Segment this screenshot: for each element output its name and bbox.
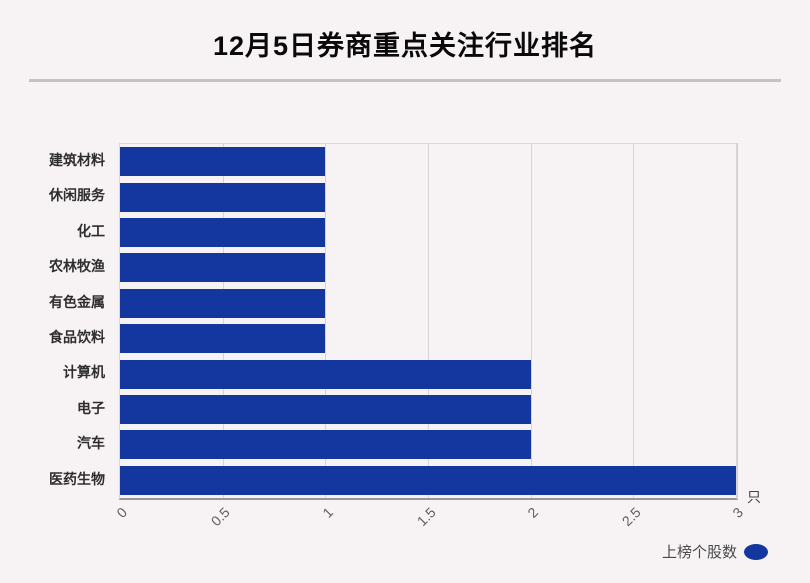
x-axis-ticks: 0 0.5 1 1.5 2 2.5 3 [113, 497, 746, 542]
bar-食品饮料 [120, 324, 326, 354]
y-axis-label: 电子 [77, 399, 105, 416]
y-axis-label: 休闲服务 [49, 187, 105, 204]
legend-marker-ellipse [744, 543, 768, 560]
x-tick-label: 2 [524, 504, 541, 521]
y-axis-label: 食品饮料 [49, 329, 105, 345]
bar-有色金属 [120, 288, 326, 318]
y-axis-label: 有色金属 [49, 293, 105, 310]
chart-title: 12月5日券商重点关注行业排名 [212, 31, 598, 61]
bar-电子 [120, 395, 531, 424]
x-tick-label: 3 [729, 504, 747, 521]
y-axis-labels: 建筑材料休闲服务化工农林牧渔有色金属食品饮料计算机电子汽车医药生物 [0, 143, 112, 497]
bar-医药生物 [120, 465, 736, 495]
plot-area [119, 143, 738, 500]
gridline [222, 144, 224, 498]
bar-汽车 [120, 430, 531, 460]
x-tick-label: 1 [318, 504, 336, 521]
y-axis-label: 化工 [77, 222, 105, 239]
gridline [428, 144, 429, 498]
y-axis-label: 农林牧渔 [49, 258, 105, 275]
gridline [325, 144, 327, 498]
y-axis-label: 计算机 [63, 364, 105, 381]
legend: 上榜个股数 [662, 541, 768, 562]
y-axis-label: 医药生物 [49, 470, 105, 487]
x-tick-label: 0 [113, 504, 131, 521]
x-tick-label: 2.5 [618, 504, 644, 530]
gridline [633, 144, 635, 498]
gridline [530, 144, 532, 498]
y-axis-label: 建筑材料 [49, 152, 105, 168]
bar-休闲服务 [120, 182, 326, 212]
legend-label: 上榜个股数 [661, 544, 737, 561]
title-divider [29, 79, 781, 82]
bar-建筑材料 [120, 147, 326, 177]
bar-计算机 [120, 359, 531, 389]
x-tick-label: 0.5 [207, 504, 233, 530]
x-tick-label: 1.5 [413, 504, 439, 530]
gridline [736, 144, 737, 498]
bar-化工 [120, 218, 326, 247]
y-axis-label: 汽车 [77, 435, 105, 452]
bar-农林牧渔 [120, 253, 326, 283]
x-axis-unit-label: 只 [747, 489, 761, 505]
